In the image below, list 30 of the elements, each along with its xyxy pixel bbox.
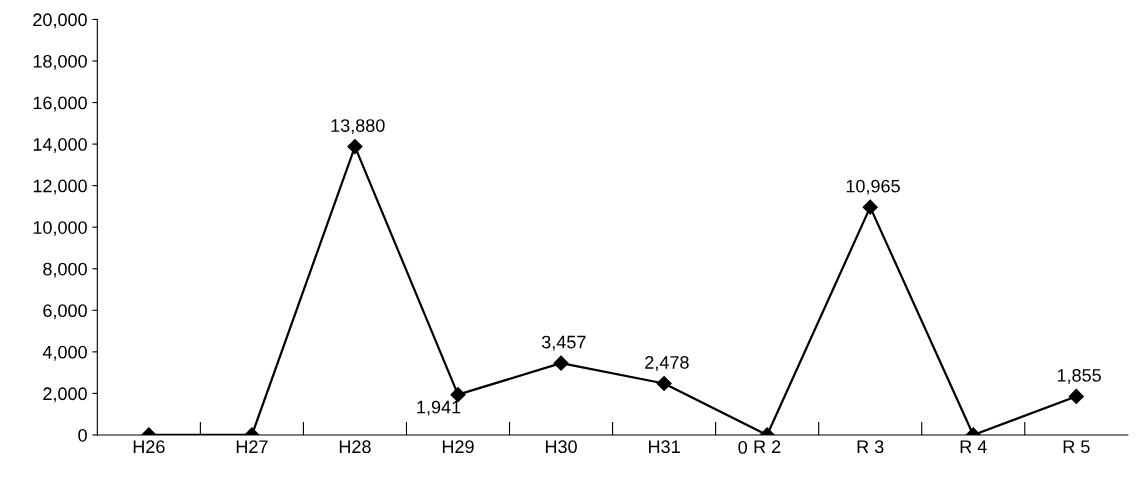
data-label: 1,855 bbox=[1057, 368, 1101, 384]
x-tick-label: H29 bbox=[442, 440, 474, 454]
y-tick-label: 18,000 bbox=[33, 54, 87, 70]
x-tick-label: H30 bbox=[545, 440, 577, 454]
y-tick-label: 8,000 bbox=[43, 262, 87, 278]
y-tick-label: 16,000 bbox=[33, 96, 87, 112]
point bbox=[347, 139, 363, 155]
x-tick-label: H26 bbox=[133, 440, 165, 454]
x-tick-label: R 2 bbox=[754, 440, 781, 453]
data-label: 1,941 bbox=[417, 400, 461, 416]
data-label: 3,457 bbox=[541, 335, 586, 351]
y-tick-label: 12,000 bbox=[33, 179, 87, 195]
data-label: 10,965 bbox=[846, 179, 900, 195]
data-label: 0 bbox=[738, 441, 747, 454]
y-tick-label: 20,000 bbox=[33, 13, 87, 29]
y-tick-label: 6,000 bbox=[43, 304, 87, 320]
y-tick-label: 2,000 bbox=[43, 387, 87, 403]
y-tick-label: 10,000 bbox=[33, 221, 87, 237]
x-tick-label: R 4 bbox=[960, 440, 987, 453]
x-tick-label: H31 bbox=[649, 440, 680, 454]
data-label: 2,478 bbox=[645, 356, 689, 371]
y-tick-label: 4,000 bbox=[42, 345, 87, 361]
y-tick-label: 14,000 bbox=[33, 138, 87, 153]
x-tick-label: H28 bbox=[339, 440, 371, 454]
data-label: 13,880 bbox=[331, 119, 385, 135]
point bbox=[862, 199, 878, 215]
x-tick-label: R 5 bbox=[1063, 440, 1090, 454]
x-tick-label: R 3 bbox=[857, 440, 884, 454]
y-tick-label: 0 bbox=[78, 428, 87, 442]
x-tick-label: H27 bbox=[236, 440, 268, 453]
